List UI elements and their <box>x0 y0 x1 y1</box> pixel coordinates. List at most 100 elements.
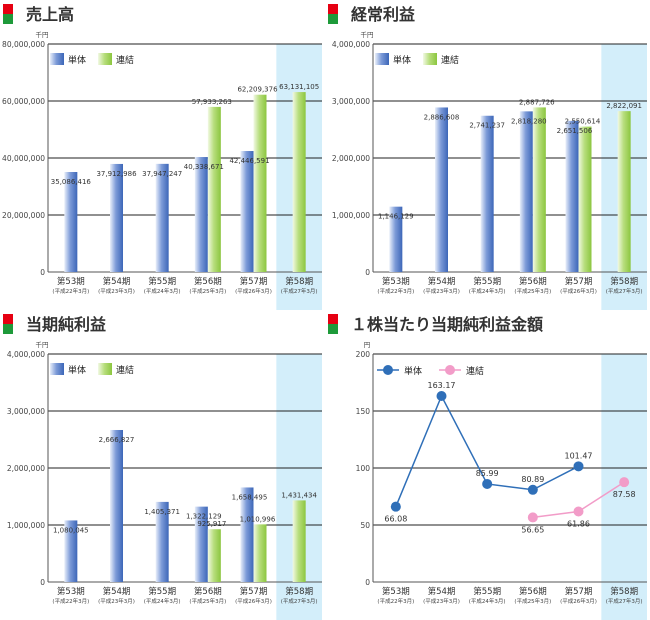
data-label-consolidated: 57,933,263 <box>192 98 232 106</box>
data-label-single: 37,912,986 <box>96 170 137 178</box>
point-consolidated <box>527 512 538 523</box>
data-label-consolidated: 62,209,376 <box>237 86 278 94</box>
point-single <box>527 484 538 495</box>
legend-swatch-single <box>50 53 64 65</box>
x-tick-label: 第57期 <box>240 586 268 597</box>
y-tick-label: 1,000,000 <box>7 521 45 530</box>
x-tick-sublabel: (平成26年3月) <box>235 597 272 605</box>
bar-consolidated <box>207 529 221 582</box>
data-label-single: 2,741,237 <box>469 122 505 130</box>
bar-consolidated <box>292 92 306 272</box>
legend-marker-consolidated <box>445 365 455 375</box>
bar-consolidated <box>532 107 546 272</box>
point-consolidated <box>619 477 630 488</box>
data-label-single: 85.99 <box>476 469 499 478</box>
x-tick-sublabel: (平成26年3月) <box>560 287 597 295</box>
unit-label: 千円 <box>36 340 49 349</box>
legend-label-consolidated: 連結 <box>116 364 134 376</box>
x-tick-label: 第55期 <box>148 276 176 287</box>
data-label-single: 1,080,045 <box>53 526 89 534</box>
x-tick-sublabel: (平成22年3月) <box>52 597 89 605</box>
x-tick-sublabel: (平成24年3月) <box>144 287 181 295</box>
y-tick-label: 50 <box>360 521 370 530</box>
bar-consolidated <box>292 500 306 582</box>
data-label-single: 1,322,129 <box>186 513 222 521</box>
bar-consolidated <box>207 106 221 272</box>
data-label-single: 1,658,495 <box>232 493 268 501</box>
data-label-single: 37,947,247 <box>142 170 182 178</box>
bar-single <box>435 107 448 272</box>
series-line-single <box>395 394 579 507</box>
y-tick-label: 0 <box>365 268 370 277</box>
legend-swatch-single <box>375 53 389 65</box>
data-label-consolidated: 925,917 <box>197 520 226 528</box>
data-label-single: 2,886,608 <box>424 113 460 121</box>
legend-swatch-consolidated <box>98 53 112 65</box>
x-tick-sublabel: (平成23年3月) <box>98 597 135 605</box>
x-tick-label: 第56期 <box>194 276 222 287</box>
bar-consolidated <box>617 111 631 273</box>
data-label-single: 35,086,416 <box>51 178 92 186</box>
data-label-consolidated: 2,822,091 <box>606 102 642 110</box>
bar-consolidated <box>253 524 267 582</box>
legend-label-single: 単体 <box>393 54 411 66</box>
legend-swatch-single <box>50 363 64 375</box>
y-tick-label: 3,000,000 <box>7 407 45 416</box>
x-tick-sublabel: (平成26年3月) <box>235 287 272 295</box>
y-tick-label: 2,000,000 <box>332 154 370 163</box>
x-tick-sublabel: (平成22年3月) <box>52 287 89 295</box>
x-tick-label: 第58期 <box>285 586 313 597</box>
chart-panel-net-income: 当期純利益 0 1,000,000 2,000,000 3,000,000 4,000,… <box>0 310 325 620</box>
x-tick-sublabel: (平成27年3月) <box>281 597 318 605</box>
x-tick-label: 第57期 <box>240 276 268 287</box>
y-tick-label: 0 <box>40 578 45 587</box>
bar-single <box>565 120 579 272</box>
x-tick-sublabel: (平成23年3月) <box>98 287 135 295</box>
point-single <box>390 501 401 512</box>
legend-label-single: 単体 <box>68 54 86 66</box>
legend-label-consolidated: 連結 <box>466 365 484 377</box>
bar-single <box>110 163 123 272</box>
x-tick-sublabel: (平成27年3月) <box>281 287 318 295</box>
x-tick-sublabel: (平成24年3月) <box>469 287 506 295</box>
bar-single <box>155 163 169 272</box>
x-tick-label: 第54期 <box>428 276 456 287</box>
data-label-single: 40,338,671 <box>184 163 224 171</box>
y-tick-label: 80,000,000 <box>2 40 45 49</box>
data-label-single: 2,818,280 <box>511 117 547 125</box>
chart-panel-ordinary-income: 経常利益 0 1,000,000 2,000,000 3,000,000 4,000,0… <box>325 0 650 310</box>
point-single <box>482 478 493 489</box>
x-tick-label: 第53期 <box>382 586 410 597</box>
x-tick-sublabel: (平成25年3月) <box>189 597 226 605</box>
data-label-single: 101.47 <box>565 451 593 460</box>
data-label-consolidated: 1,010,996 <box>240 515 276 523</box>
x-tick-label: 第58期 <box>610 586 638 597</box>
data-label-consolidated: 63,131,105 <box>279 83 319 91</box>
data-label-single: 163.17 <box>428 381 456 390</box>
point-single <box>436 390 447 401</box>
x-tick-label: 第54期 <box>428 586 456 597</box>
point-consolidated <box>573 506 584 517</box>
x-tick-sublabel: (平成22年3月) <box>377 287 414 295</box>
bar-single <box>240 151 254 272</box>
chart-panel-sales: 売上高 0 20,000,000 40,000,000 60,000,000 80,00… <box>0 0 325 310</box>
chart-title: 経常利益 <box>351 5 416 24</box>
legend-label-single: 単体 <box>68 364 86 376</box>
legend-label-consolidated: 連結 <box>441 54 459 66</box>
legend-marker-single <box>383 365 393 375</box>
bar-consolidated <box>253 94 267 272</box>
y-tick-label: 60,000,000 <box>2 97 45 106</box>
y-tick-label: 4,000,000 <box>7 350 45 359</box>
y-tick-label: 3,000,000 <box>332 97 370 106</box>
data-label-consolidated: 2,887,726 <box>519 98 555 106</box>
x-tick-sublabel: (平成27年3月) <box>606 287 643 295</box>
x-tick-label: 第57期 <box>565 586 593 597</box>
bar-single <box>194 506 208 582</box>
data-label-single: 80.89 <box>521 475 544 484</box>
x-tick-label: 第54期 <box>103 276 131 287</box>
legend-swatch-consolidated <box>423 53 437 65</box>
unit-label: 円 <box>364 341 371 349</box>
data-label-consolidated: 87.58 <box>613 490 636 499</box>
x-tick-label: 第56期 <box>519 276 547 287</box>
